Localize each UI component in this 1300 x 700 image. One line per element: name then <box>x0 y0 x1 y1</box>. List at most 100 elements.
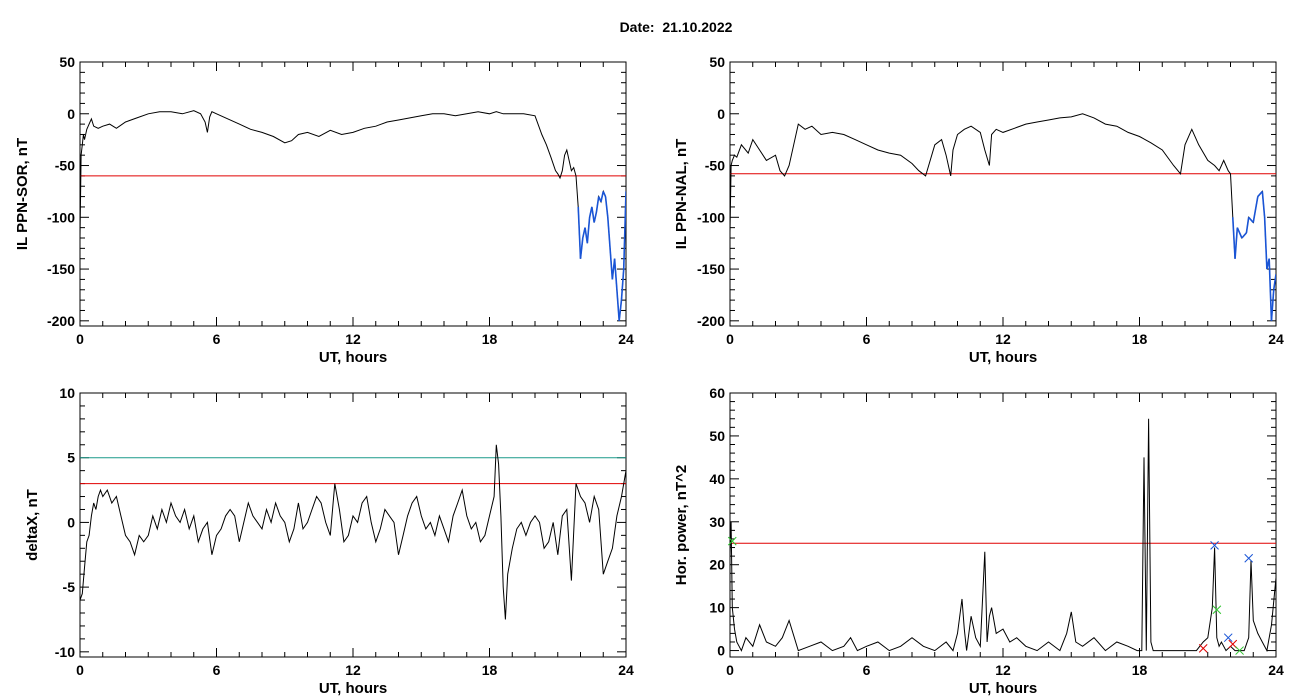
y-axis-label: Hor. power, nT^2 <box>673 465 690 585</box>
series-segment-below-threshold <box>595 196 600 213</box>
y-tick-label: 30 <box>709 514 725 530</box>
series-segment-below-threshold <box>600 191 605 202</box>
x-tick-label: 12 <box>345 331 361 347</box>
series-segment-below-threshold <box>1270 289 1275 321</box>
y-tick-label: -100 <box>47 209 75 225</box>
y-axis-label: IL PPN-NAL, nT <box>673 139 690 250</box>
y-tick-label: 5 <box>67 450 75 466</box>
x-tick-label: 0 <box>76 331 84 347</box>
x-tick-label: 0 <box>726 662 734 678</box>
x-tick-label: 18 <box>1132 331 1148 347</box>
series-segment-below-threshold <box>579 237 584 259</box>
x-tick-label: 0 <box>726 331 734 347</box>
y-tick-label: 50 <box>59 54 75 70</box>
y-tick-label: 0 <box>717 106 725 122</box>
chart-il-nal: 0 6 12 18 24 -200 -150 -100 -50 0 50 UT, hours IL PP… <box>673 54 1284 366</box>
y-tick-label: -200 <box>47 313 75 329</box>
series-segment-below-threshold <box>1236 227 1243 239</box>
page-title: Date: 21.10.2022 <box>619 19 733 35</box>
x-tick-label: 6 <box>863 331 871 347</box>
y-tick-label: -5 <box>63 579 76 595</box>
series-segment-below-threshold <box>620 269 625 301</box>
series-segment-below-threshold <box>1252 196 1259 223</box>
y-tick-label: -50 <box>705 158 725 174</box>
x-tick-label: 12 <box>995 662 1011 678</box>
x-axis-label: UT, hours <box>319 349 387 366</box>
y-tick-label: 10 <box>59 385 75 401</box>
y-tick-label: -200 <box>697 313 725 329</box>
y-tick-label: -100 <box>697 209 725 225</box>
plot-frame <box>79 392 627 658</box>
x-tick-label: 24 <box>1268 331 1284 347</box>
x-marker <box>1235 646 1244 655</box>
series-segment-below-threshold <box>1231 217 1236 259</box>
series-line <box>730 113 1276 321</box>
series-segment-below-threshold <box>609 248 614 280</box>
series-segment-below-threshold <box>1268 258 1273 321</box>
y-axis-label: IL PPN-SOR, nT <box>14 138 31 250</box>
y-tick-label: -150 <box>697 261 725 277</box>
series-segment-below-threshold <box>1261 191 1266 218</box>
series-line <box>730 418 1276 653</box>
series-segment-below-threshold <box>1234 227 1239 259</box>
x-tick-label: 12 <box>995 331 1011 347</box>
x-tick-label: 24 <box>618 331 634 347</box>
series-segment-below-threshold <box>613 258 618 290</box>
y-tick-label: 60 <box>709 385 725 401</box>
x-axis-label: UT, hours <box>319 680 387 697</box>
series-segment-below-threshold <box>1245 217 1250 233</box>
series-segment-below-threshold <box>591 206 595 223</box>
series-segment-below-threshold <box>1272 274 1276 290</box>
x-marker <box>1244 553 1254 563</box>
x-tick-label: 18 <box>482 662 498 678</box>
series-segment-below-threshold <box>618 300 623 321</box>
x-axis-label: UT, hours <box>969 680 1037 697</box>
x-tick-label: 6 <box>213 331 221 347</box>
series-line <box>80 110 626 321</box>
plot-frame <box>729 392 1277 658</box>
y-tick-label: 50 <box>709 54 725 70</box>
series-segment-below-threshold <box>604 196 609 218</box>
x-tick-label: 12 <box>345 662 361 678</box>
y-tick-label: 0 <box>717 643 725 659</box>
x-tick-label: 18 <box>1132 662 1148 678</box>
series-segment-below-threshold <box>1241 232 1248 239</box>
y-tick-label: 0 <box>67 106 75 122</box>
x-axis-label: UT, hours <box>969 349 1037 366</box>
x-tick-label: 18 <box>482 331 498 347</box>
series-segment-below-threshold <box>607 217 611 249</box>
y-tick-label: -150 <box>47 261 75 277</box>
y-axis-label: deltaX, nT <box>24 489 41 561</box>
plot-frame <box>729 61 1277 327</box>
y-tick-label: 10 <box>709 600 725 616</box>
x-tick-label: 24 <box>1268 662 1284 678</box>
series-segment-below-threshold <box>602 191 607 197</box>
x-tick-label: 24 <box>618 662 634 678</box>
series-segment-below-threshold <box>622 191 626 270</box>
x-marker <box>727 536 737 546</box>
chart-il-sor: 0 6 12 18 24 -200 -150 -100 -50 0 50 UT, hours IL PP… <box>14 54 634 366</box>
series-segment-below-threshold <box>593 211 598 223</box>
y-tick-label: -50 <box>55 158 75 174</box>
chart-hor-power: 0 6 12 18 24 0 10 20 30 40 50 60 UT, hours Hor. power… <box>673 385 1284 697</box>
x-marker <box>1210 541 1219 550</box>
x-tick-label: 0 <box>76 662 84 678</box>
y-tick-label: 50 <box>709 428 725 444</box>
series-line <box>80 444 626 620</box>
y-tick-label: 40 <box>709 471 725 487</box>
x-marker <box>1212 605 1222 615</box>
series-segment-below-threshold <box>616 289 620 321</box>
y-tick-label: 20 <box>709 557 725 573</box>
x-marker <box>1223 633 1233 643</box>
chart-deltax: 0 6 12 18 24 -10 -5 0 5 10 UT, hours deltaX, nT <box>24 385 634 697</box>
y-tick-label: -10 <box>55 644 75 660</box>
x-tick-label: 6 <box>863 662 871 678</box>
series-segment-below-threshold <box>586 217 591 244</box>
y-tick-label: 0 <box>67 514 75 530</box>
series-segment-below-threshold <box>577 206 582 259</box>
series-segment-below-threshold <box>1263 217 1268 270</box>
x-marker <box>1198 644 1208 653</box>
series-segment-below-threshold <box>1248 216 1254 223</box>
plot-frame <box>79 61 627 327</box>
